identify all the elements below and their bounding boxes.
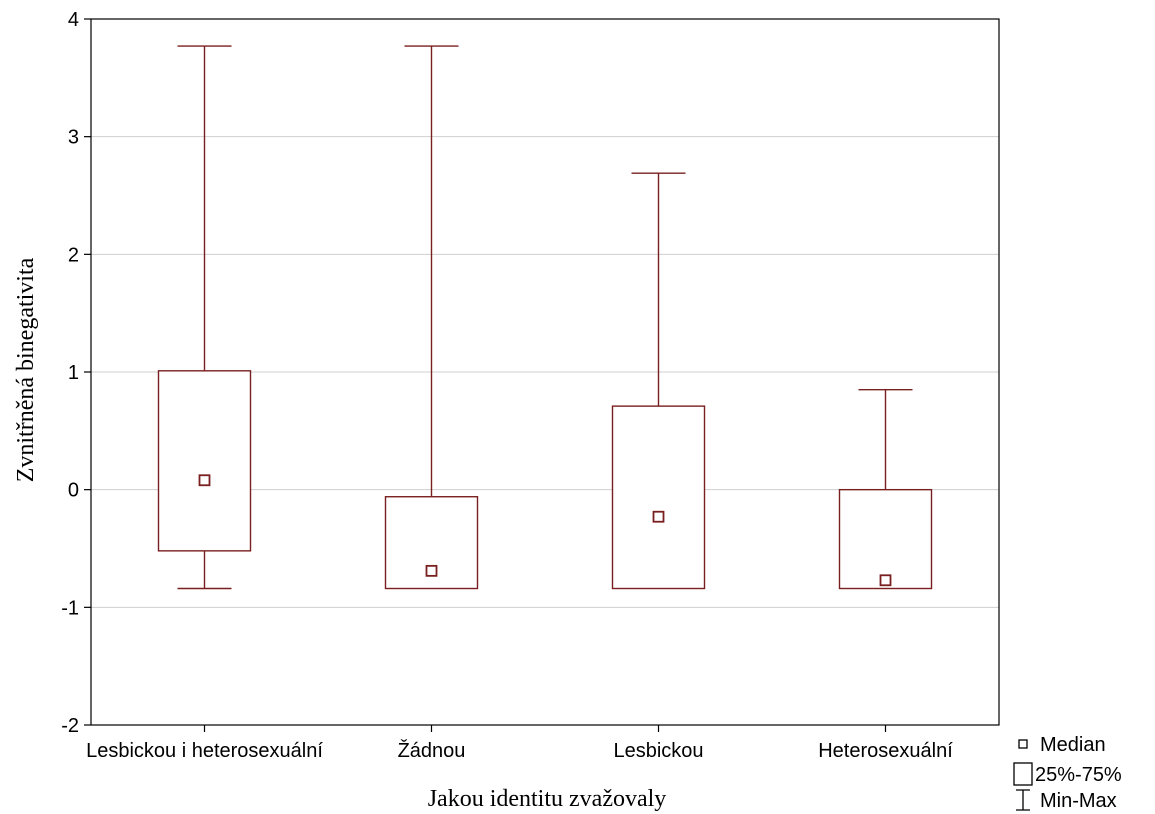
legend-minmax-icon	[1016, 789, 1030, 811]
legend-minmax-label: Min-Max	[1040, 790, 1117, 812]
y-tick-label: 3	[68, 127, 79, 149]
legend-box-icon	[1013, 762, 1033, 786]
x-tick-label: Lesbickou	[613, 740, 703, 762]
y-tick-label: -1	[61, 597, 79, 619]
x-axis-label: Jakou identitu zvažovaly	[428, 786, 667, 812]
box-group	[384, 45, 479, 590]
box-group	[611, 172, 706, 590]
y-ticks: -2 -1 0 1 2 3 4	[61, 9, 91, 737]
iqr-box	[157, 370, 252, 552]
x-tick-label: Heterosexuální	[818, 740, 953, 762]
median-marker	[198, 474, 211, 487]
boxes	[157, 45, 933, 590]
legend-box-label: 25%-75%	[1035, 764, 1122, 786]
legend: Median 25%-75% Min-Max	[1013, 734, 1122, 812]
y-tick-label: 2	[68, 244, 79, 266]
y-axis-label: Zvnitřněná binegativita	[13, 257, 39, 482]
iqr-box	[611, 405, 706, 590]
iqr-box	[838, 488, 933, 590]
median-marker	[425, 564, 438, 577]
legend-median-label: Median	[1040, 734, 1106, 756]
x-tick-label: Lesbickou i heterosexuální	[86, 740, 323, 762]
x-tick-label: Žádnou	[398, 739, 466, 762]
median-marker	[879, 574, 892, 587]
y-tick-label: -2	[61, 715, 79, 737]
box-group	[157, 45, 252, 590]
y-tick-label: 1	[68, 362, 79, 384]
box-group	[838, 388, 933, 590]
y-tick-label: 0	[68, 480, 79, 502]
median-marker	[652, 510, 665, 523]
y-tick-label: 4	[68, 9, 79, 31]
legend-median-icon	[1018, 739, 1028, 749]
x-ticks: Lesbickou i heterosexuální Žádnou Lesbicko…	[86, 725, 953, 762]
